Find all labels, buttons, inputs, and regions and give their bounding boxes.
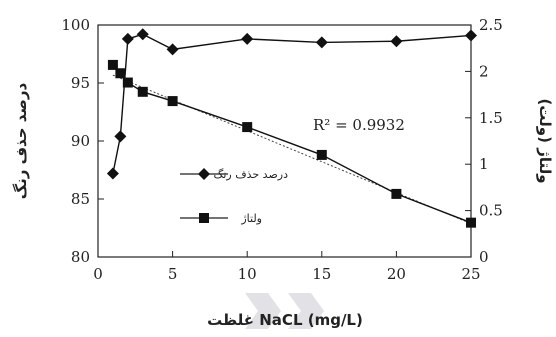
y-axis-right-label: ولتاژ (ولت): [536, 98, 554, 183]
legend-label-removal: درصد حذف رنگ: [213, 168, 288, 181]
data-point-square: [137, 86, 148, 97]
data-point-diamond: [241, 32, 254, 45]
data-point-diamond: [166, 43, 179, 56]
y-left-tick-label: 95: [71, 74, 90, 92]
legend: درصد حذف رنگ ولتاژ: [180, 168, 288, 225]
y-right-tick-label: 0.5: [479, 202, 503, 220]
x-tick-label: 25: [461, 265, 480, 283]
y-left-tick-label: 90: [71, 132, 90, 150]
data-point-diamond: [390, 35, 403, 48]
series-line-1: [112, 33, 472, 174]
legend-marker-square: [199, 213, 209, 223]
data-point-diamond: [465, 29, 477, 42]
x-tick-label: 0: [93, 265, 103, 283]
data-point-diamond: [114, 130, 127, 143]
y-right-tick-label: 1.5: [479, 109, 503, 127]
x-tick-label: 15: [312, 265, 331, 283]
y-right-tick-label: 2: [479, 62, 489, 80]
x-axis-label: غلظت NaCL (mg/L): [207, 311, 363, 329]
x-tick-label: 5: [168, 265, 178, 283]
data-point-diamond: [136, 28, 149, 41]
data-point-square: [391, 188, 402, 199]
r-squared-annotation: R² = 0.9932: [313, 116, 405, 134]
data-point-square: [122, 77, 133, 88]
y-left-tick-label: 100: [61, 16, 90, 34]
y-right-tick-label: 0: [479, 248, 489, 266]
series-layer: [106, 28, 477, 228]
data-point-square: [115, 68, 126, 79]
y-axis-left-label: درصد حذف رنگ: [12, 82, 30, 199]
legend-label-voltage: ولتاژ: [240, 212, 262, 225]
legend-marker-diamond: [198, 168, 210, 180]
data-point-square: [242, 122, 253, 133]
y-left-tick-label: 85: [71, 190, 90, 208]
data-point-square: [107, 59, 118, 70]
data-point-square: [167, 96, 178, 107]
data-point-square: [316, 149, 327, 160]
x-tick-label: 10: [238, 265, 257, 283]
data-point-square: [466, 217, 476, 228]
tick-layer: 0 5 10 15 20 25 80 85 90 95 100 0 0.5 1 1.5 2 2.5: [61, 16, 503, 283]
data-point-diamond: [315, 36, 328, 49]
y-right-tick-label: 1: [479, 155, 489, 173]
y-right-tick-label: 2.5: [479, 16, 503, 34]
series-line-2: [112, 64, 472, 224]
data-point-diamond: [106, 167, 119, 180]
watermark: [245, 293, 324, 329]
x-tick-label: 20: [387, 265, 406, 283]
data-point-diamond: [121, 32, 134, 45]
y-left-tick-label: 80: [71, 248, 90, 266]
